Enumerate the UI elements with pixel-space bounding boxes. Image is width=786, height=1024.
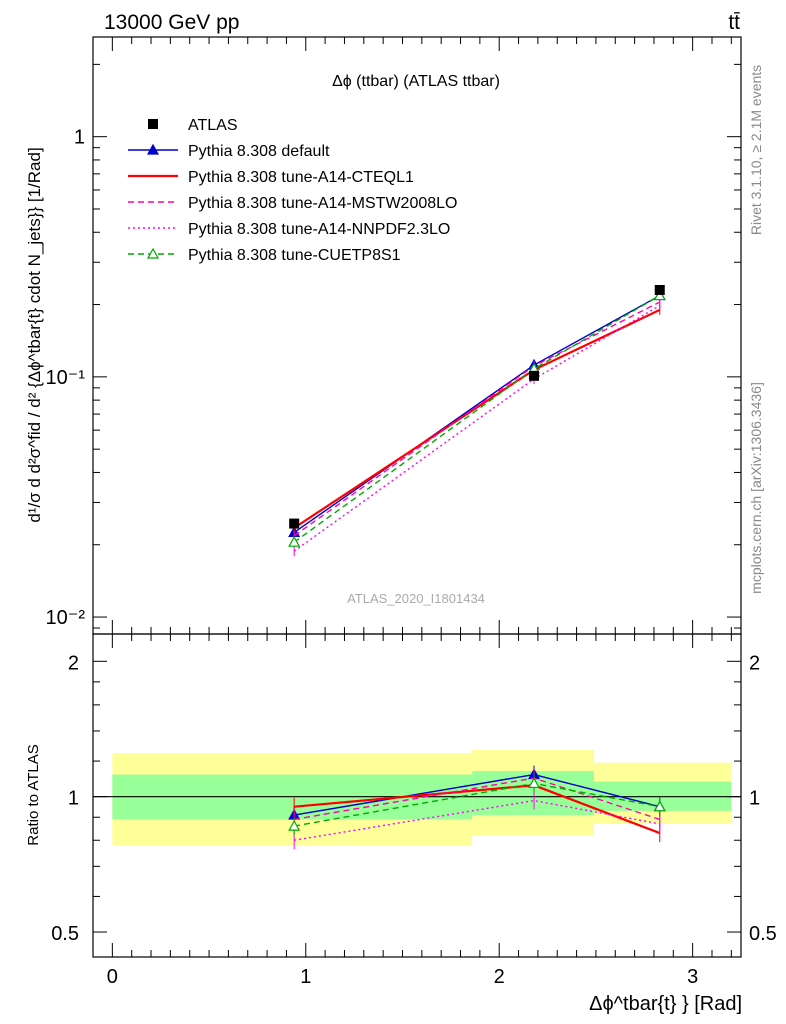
ratio-ytick-label-right-2: 2 [749,652,760,674]
main-curve-3 [293,304,661,552]
axes-frames [92,36,742,958]
ratio-ytick-label-left-2: 2 [68,652,79,674]
data-point-2 [654,284,665,295]
legend-label-4: Pythia 8.308 tune-CUETP8S1 [188,247,401,264]
ratio-ytick-label-left-0: 0.5 [51,923,79,945]
ratio-y-axis-label: Ratio to ATLAS [25,744,42,845]
xtick-label-2: 2 [494,966,505,988]
main-curve-0 [293,294,661,534]
legend-label-2: Pythia 8.308 tune-A14-MSTW2008LO [188,195,457,212]
main-ytick-label-0: 1 [74,127,85,149]
series-curves [288,284,666,850]
ratio-marker-4-2 [653,800,666,812]
legend-label-1: Pythia 8.308 tune-A14-CTEQL1 [188,169,414,186]
legend: ATLAS Pythia 8.308 default Pythia 8.308 tu… [128,117,457,264]
chart-title: Δϕ (ttbar) (ATLAS ttbar) [332,73,500,90]
xtick-label-3: 3 [687,966,698,988]
ratio-ytick-label-left-1: 1 [68,788,79,810]
legend-marker-0 [146,143,160,155]
legend-label-atlas: ATLAS [188,117,238,134]
ratio-marker-4-0 [288,819,301,831]
xtick-label-1: 1 [300,966,311,988]
x-axis-label: Δϕ^tbar{t} } [Rad] [589,993,742,1015]
watermark-label: ATLAS_2020_I1801434 [347,591,485,606]
ratio-marker-4-1 [528,777,541,789]
rivet-label: Rivet 3.1.10, ≥ 2.1M events [748,65,764,235]
axis-ticks [92,37,741,957]
main-marker-4-0 [288,535,301,547]
main-ytick-label-1: 10⁻¹ [46,367,86,389]
ratio-ytick-label-right-1: 1 [749,788,760,810]
legend-label-3: Pythia 8.308 tune-A14-NNPDF2.3LO [188,221,450,238]
xtick-label-0: 0 [107,966,118,988]
main-y-axis-label: d¹/σ d d²σ^fid / d² {Δϕ^tbar{t} cdot N_j… [25,147,44,522]
main-curve-4 [293,294,661,543]
header-right: tt̄ [728,11,740,34]
main-marker-4-2 [653,289,666,301]
data-point-1 [529,370,540,381]
ratio-ytick-label-right-0: 0.5 [749,923,777,945]
ratio-frame [92,633,742,958]
main-ytick-label-2: 10⁻² [46,607,86,629]
mcplots-label: mcplots.cern.ch [arXiv:1306.3436] [748,382,764,594]
legend-marker-atlas [148,119,158,129]
legend-marker-4 [146,247,160,259]
ratio-curve-3 [294,799,660,841]
data-point-0 [289,518,300,529]
axis-tick-labels: 1 10⁻¹ 10⁻² 0.5 0.5 1 1 2 2 0 1 2 3 [46,127,777,988]
legend-label-0: Pythia 8.308 default [188,143,330,160]
header-left: 13000 GeV pp [104,11,239,34]
main-curve-1 [293,308,661,529]
ratio-uncertainty-bands [112,749,732,846]
